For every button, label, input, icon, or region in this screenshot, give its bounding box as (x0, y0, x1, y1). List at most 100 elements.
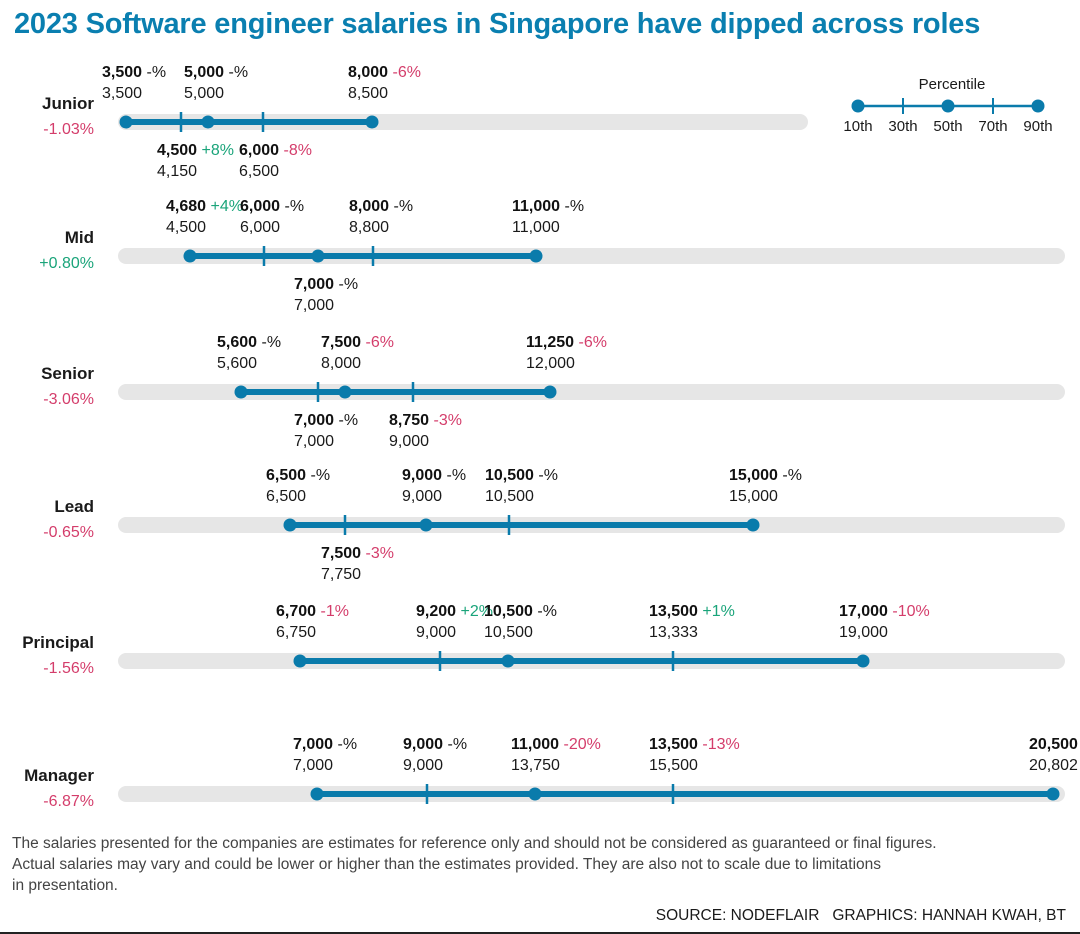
salary-change: +4% (206, 198, 243, 215)
salary-change: -1% (316, 603, 349, 620)
salary-change: +8% (197, 142, 234, 159)
legend-label: 30th (888, 118, 917, 135)
legend-dot (1031, 99, 1045, 113)
role-label: Principal (22, 633, 94, 652)
bottom-rule (0, 932, 1080, 934)
salary-2023-value: 3,500 (102, 64, 142, 81)
salary-2023-label: 7,000 -% (294, 276, 358, 293)
percentile-dot-10th (234, 385, 248, 399)
salary-previous-value: 10,500 (485, 488, 534, 505)
legend-dot (941, 99, 955, 113)
salary-change: -% (533, 603, 557, 620)
salary-previous-value: 6,500 (266, 488, 306, 505)
salary-2023-label: 9,000 -% (403, 736, 467, 753)
salary-change: -6% (574, 334, 607, 351)
salary-previous-value: 4,150 (157, 163, 197, 180)
salary-2023-label: 8,750 -3% (389, 412, 462, 429)
salary-2023-label: 6,500 -% (266, 467, 330, 484)
salary-2023-label: 11,000 -% (512, 198, 584, 215)
salary-2023-value: 11,000 (511, 736, 559, 753)
salary-2023-label: 10,500 -% (484, 603, 557, 620)
role-label: Mid (65, 228, 94, 247)
salary-2023-label: 7,500 -3% (321, 545, 394, 562)
percentile-dot-50th (528, 787, 542, 801)
percentile-dot-90th (529, 249, 543, 263)
role-label: Manager (24, 766, 94, 785)
percentile-dot-10th (119, 115, 133, 129)
source-credit: SOURCE: NODEFLAIR (655, 907, 820, 924)
salary-2023-label: 6,700 -1% (276, 603, 349, 620)
salary-2023-label: 13,500 +1% (649, 603, 735, 620)
legend-label: 70th (978, 118, 1007, 135)
salary-2023-label: 11,000 -20% (511, 736, 601, 753)
salary-2023-value: 15,000 (729, 467, 778, 484)
salary-change: -3% (361, 545, 394, 562)
salary-2023-value: 5,600 (217, 334, 257, 351)
salary-previous-value: 7,750 (321, 566, 361, 583)
percentile-dot-10th (183, 249, 197, 263)
disclaimer-notes: The salaries presented for the companies… (12, 833, 1072, 896)
salary-2023-value: 4,680 (166, 198, 206, 215)
salary-previous-value: 9,000 (416, 624, 456, 641)
salary-previous-value: 10,500 (484, 624, 533, 641)
role-label: Junior (42, 94, 94, 113)
percentile-dot-90th (365, 115, 379, 129)
disclaimer-line: The salaries presented for the companies… (12, 835, 937, 852)
salary-change: -% (142, 64, 166, 81)
salary-2023-label: 5,000 -% (184, 64, 248, 81)
disclaimer-line: in presentation. (12, 877, 118, 894)
salary-2023-value: 7,500 (321, 545, 361, 562)
salary-change: -% (224, 64, 248, 81)
percentile-dot-10th (283, 518, 297, 532)
salary-2023-value: 10,500 (484, 603, 533, 620)
percentile-dot-90th (856, 654, 870, 668)
role-overall-change: -0.65% (43, 524, 94, 541)
graphics-credit: GRAPHICS: HANNAH KWAH, BT (832, 907, 1066, 924)
salary-2023-label: 4,680 +4% (166, 198, 243, 215)
salary-previous-value: 15,500 (649, 757, 698, 774)
percentile-dot-50th (419, 518, 433, 532)
salary-previous-value: 19,000 (839, 624, 888, 641)
salary-2023-value: 4,500 (157, 142, 197, 159)
salary-change: -20% (559, 736, 601, 753)
salary-2023-value: 6,700 (276, 603, 316, 620)
role-overall-change: -3.06% (43, 391, 94, 408)
role-label: Lead (54, 497, 94, 516)
legend-label: 10th (843, 118, 872, 135)
percentile-dot-90th (543, 385, 557, 399)
disclaimer-line: Actual salaries may vary and could be lo… (12, 856, 882, 873)
salary-change: -% (443, 736, 467, 753)
salary-2023-label: 7,000 -% (294, 412, 358, 429)
salary-previous-value: 6,000 (240, 219, 280, 236)
salary-2023-value: 11,250 (526, 334, 574, 351)
legend-label: 90th (1023, 118, 1052, 135)
salary-2023-label: 9,000 -% (402, 467, 466, 484)
percentile-dot-10th (310, 787, 324, 801)
salary-2023-value: 11,000 (512, 198, 560, 215)
percentile-dot-50th (311, 249, 325, 263)
salary-previous-value: 15,000 (729, 488, 778, 505)
salary-previous-value: 13,333 (649, 624, 698, 641)
salary-2023-label: 6,000 -8% (239, 142, 312, 159)
role-overall-change: -6.87% (43, 793, 94, 810)
salary-2023-label: 20,500 -1% (1029, 736, 1080, 753)
salary-previous-value: 7,000 (294, 433, 334, 450)
salary-previous-value: 3,500 (102, 85, 142, 102)
salary-previous-value: 11,000 (512, 219, 560, 236)
salary-2023-value: 6,000 (239, 142, 279, 159)
chart-title: 2023 Software engineer salaries in Singa… (14, 8, 981, 40)
salary-change: -% (334, 412, 358, 429)
salary-2023-value: 17,000 (839, 603, 888, 620)
salary-2023-value: 7,000 (293, 736, 333, 753)
salary-change: -% (442, 467, 466, 484)
salary-2023-label: 5,600 -% (217, 334, 281, 351)
salary-2023-value: 6,500 (266, 467, 306, 484)
salary-previous-value: 8,000 (321, 355, 361, 372)
salary-2023-value: 9,000 (402, 467, 442, 484)
salary-previous-value: 5,000 (184, 85, 224, 102)
credits: SOURCE: NODEFLAIR GRAPHICS: HANNAH KWAH,… (656, 907, 1066, 925)
percentile-dot-50th (338, 385, 352, 399)
percentile-dot-50th (501, 654, 515, 668)
salary-previous-value: 6,500 (239, 163, 279, 180)
legend-title: Percentile (919, 76, 986, 93)
